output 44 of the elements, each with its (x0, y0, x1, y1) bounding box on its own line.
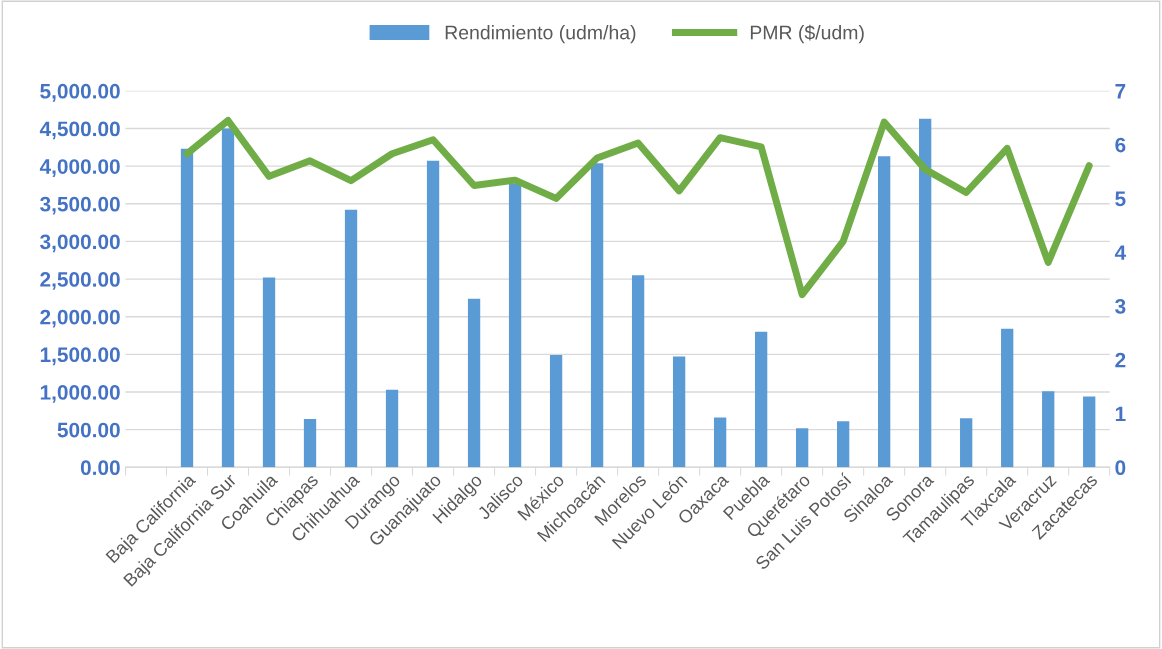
y2-tick-label: 2 (1115, 352, 1126, 368)
bar (754, 331, 768, 468)
y-tick-label: 4,500.00 (39, 121, 120, 140)
y-tick-label: 5,000.00 (40, 83, 120, 102)
bar (426, 160, 440, 468)
y2-tick-label: 5 (1115, 191, 1126, 207)
y-tick-label: 1,500.00 (40, 347, 120, 366)
y-tick-label: 2,500.00 (40, 272, 120, 290)
bar (303, 419, 317, 468)
y2-tick-label: 4 (1114, 245, 1127, 260)
bar (385, 389, 399, 468)
bar (590, 163, 604, 468)
legend-label: PMR ($/udm) (750, 24, 864, 44)
y2-tick-label: 7 (1115, 84, 1126, 99)
bar (960, 418, 973, 468)
legend-label: Rendimiento (udm/ha) (445, 25, 636, 44)
y-tick-label: 4,000.00 (39, 159, 120, 177)
bar (713, 417, 727, 468)
bar (878, 156, 891, 468)
bar (837, 421, 850, 468)
bar (180, 148, 194, 468)
y-tick-label: 2,000.00 (40, 309, 120, 328)
y2-tick-label: 3 (1115, 298, 1126, 314)
bar (1042, 391, 1055, 468)
bar (795, 428, 809, 468)
bar (549, 355, 563, 468)
y2-tick-label: 1 (1115, 406, 1126, 422)
bar (221, 128, 235, 468)
y-tick-label: 3,000.00 (40, 234, 120, 253)
y-tick-label: 3,500.00 (40, 196, 120, 215)
bar (672, 356, 686, 468)
bar (919, 118, 932, 468)
y-tick-label: 500.00 (57, 422, 120, 438)
bar (631, 275, 645, 468)
bar (467, 298, 481, 468)
bar (262, 277, 276, 468)
y2-tick-label: 6 (1115, 137, 1126, 153)
bar (1083, 396, 1096, 468)
bar (1001, 328, 1014, 468)
bar (508, 183, 522, 468)
y2-tick-label: 0 (1115, 460, 1126, 476)
y-tick-label: 0.00 (80, 460, 120, 476)
bar (344, 209, 358, 468)
y-tick-label: 1,000.00 (40, 385, 120, 403)
